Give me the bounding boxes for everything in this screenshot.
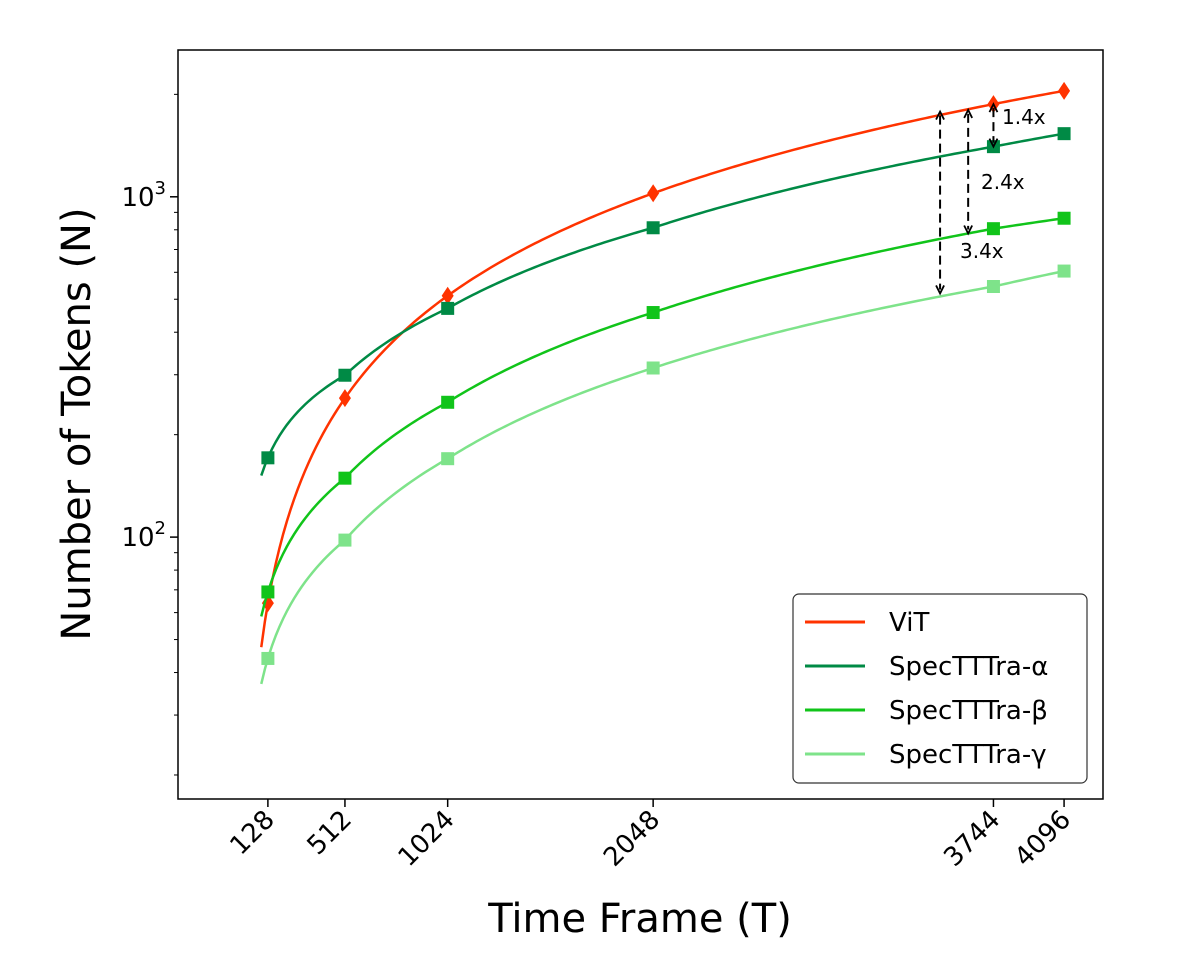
data-point bbox=[261, 451, 275, 465]
legend-box bbox=[792, 593, 1088, 784]
data-point bbox=[986, 280, 1000, 294]
x-tick-label: 3744 bbox=[938, 805, 1006, 873]
arrow-head bbox=[963, 107, 973, 119]
arrow-head bbox=[963, 225, 973, 236]
arrow-head bbox=[935, 109, 945, 120]
series-0 bbox=[260, 81, 1071, 648]
data-point bbox=[441, 301, 455, 315]
legend-entry: SpecTTTra-γ bbox=[805, 740, 1047, 770]
y-tick-label: 103 bbox=[121, 178, 166, 213]
series-2 bbox=[260, 211, 1071, 617]
ratio-annotation: 1.4x bbox=[988, 102, 1046, 149]
ratio-label: 1.4x bbox=[1002, 105, 1046, 129]
plot-frame bbox=[177, 49, 1104, 800]
y-axis-title: Number of Tokens (N) bbox=[54, 207, 100, 640]
legend-label: SpecTTTra-γ bbox=[889, 740, 1047, 770]
data-point bbox=[261, 585, 275, 599]
legend-label: ViT bbox=[889, 608, 929, 638]
arrow-head bbox=[935, 285, 945, 296]
legend-entry: SpecTTTra-β bbox=[805, 696, 1048, 726]
data-point bbox=[441, 395, 455, 409]
data-point bbox=[646, 221, 660, 235]
ratio-annotation: 3.4x bbox=[935, 109, 1004, 296]
x-tick-label: 2048 bbox=[598, 805, 666, 873]
data-point bbox=[646, 361, 660, 375]
ratio-annotation: 2.4x bbox=[963, 107, 1025, 236]
legend: ViT SpecTTTra-α SpecTTTra-β SpecTTTra-γ bbox=[792, 593, 1088, 784]
legend-entry: SpecTTTra-α bbox=[805, 652, 1048, 682]
arrow-head bbox=[988, 138, 999, 149]
data-point bbox=[261, 651, 275, 665]
data-point bbox=[338, 471, 352, 485]
data-point bbox=[1057, 127, 1071, 141]
data-point bbox=[1057, 264, 1071, 278]
x-tick-label: 128 bbox=[225, 805, 281, 861]
series-3 bbox=[260, 264, 1071, 685]
legend-entry: ViT bbox=[805, 608, 929, 638]
y-tick-label: 102 bbox=[121, 518, 166, 553]
data-point bbox=[338, 533, 352, 547]
x-axis-title: Time Frame (T) bbox=[487, 896, 792, 942]
data-point bbox=[338, 389, 351, 408]
legend-label: SpecTTTra-β bbox=[889, 696, 1048, 726]
series-line bbox=[260, 132, 1065, 476]
series-line bbox=[260, 269, 1065, 685]
data-point bbox=[1058, 81, 1071, 100]
data-point bbox=[338, 368, 352, 382]
ratio-label: 2.4x bbox=[981, 170, 1025, 194]
data-point bbox=[986, 222, 1000, 236]
x-tick-label: 512 bbox=[302, 805, 358, 861]
series-line bbox=[260, 89, 1065, 648]
annotation-layer: 1.4x 2.4x 3.4x bbox=[935, 102, 1046, 296]
x-tick-label: 4096 bbox=[1009, 805, 1077, 873]
ratio-label: 3.4x bbox=[960, 239, 1004, 263]
data-point bbox=[1057, 211, 1071, 225]
data-point bbox=[441, 286, 454, 305]
data-point bbox=[647, 184, 660, 203]
series-line bbox=[260, 216, 1065, 617]
data-point bbox=[441, 452, 455, 466]
x-tick-label: 1024 bbox=[393, 805, 461, 873]
series-layer bbox=[260, 81, 1071, 685]
arrow-head bbox=[988, 102, 999, 113]
data-point bbox=[646, 306, 660, 320]
legend-label: SpecTTTra-α bbox=[889, 652, 1048, 682]
